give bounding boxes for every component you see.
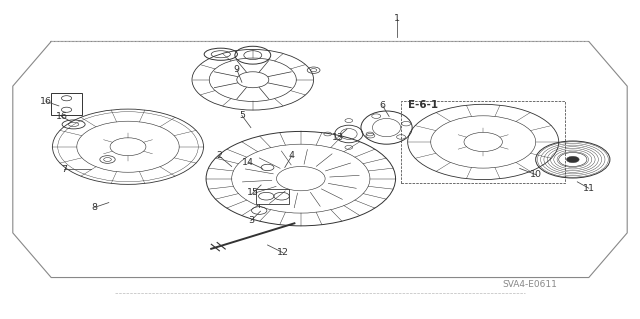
Bar: [256, 189, 289, 204]
Text: 16: 16: [40, 97, 52, 106]
Text: 13: 13: [332, 133, 344, 142]
Bar: [51, 93, 82, 115]
Text: 12: 12: [277, 248, 289, 257]
Text: 8: 8: [92, 203, 98, 212]
Text: 6: 6: [380, 101, 386, 110]
Text: 2: 2: [216, 151, 222, 160]
Text: 14: 14: [243, 158, 254, 167]
Text: 1: 1: [394, 14, 400, 23]
Text: 4: 4: [289, 151, 295, 160]
Text: SVA4-E0611: SVA4-E0611: [502, 280, 557, 289]
Text: 15: 15: [247, 189, 259, 197]
Circle shape: [566, 156, 579, 163]
Text: E-6-1: E-6-1: [408, 100, 438, 110]
Text: 5: 5: [239, 111, 245, 120]
Text: 7: 7: [61, 165, 67, 174]
Text: 9: 9: [234, 65, 240, 74]
Text: 16: 16: [56, 112, 67, 121]
Text: 3: 3: [248, 216, 254, 225]
Text: 10: 10: [531, 170, 542, 179]
Text: 11: 11: [583, 184, 595, 193]
